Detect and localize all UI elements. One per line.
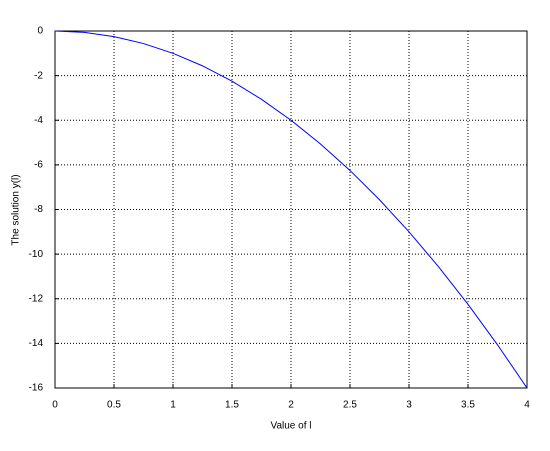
- x-tick-label: 1.5: [225, 400, 239, 411]
- y-axis-label: The solution y(l): [11, 174, 22, 245]
- y-tick-label: -14: [29, 338, 44, 349]
- data-line: [54, 30, 528, 389]
- y-tick-label: -8: [34, 204, 43, 215]
- y-tick-label: -2: [34, 70, 43, 81]
- x-tick-label: 3: [406, 400, 412, 411]
- y-tick-label: -16: [29, 383, 44, 394]
- x-tick-label: 1: [170, 400, 176, 411]
- x-axis-label: Value of l: [271, 421, 312, 432]
- y-tick-label: -6: [34, 160, 43, 171]
- x-tick-label: 0.5: [107, 400, 121, 411]
- y-tick-label: -10: [29, 249, 44, 260]
- y-tick-label: -12: [29, 293, 44, 304]
- x-tick-label: 2: [288, 400, 294, 411]
- y-tick-label: -4: [34, 115, 43, 126]
- x-tick-label: 2.5: [343, 400, 357, 411]
- x-tick-label: 3.5: [461, 400, 475, 411]
- x-tick-label: 4: [524, 400, 530, 411]
- x-tick-label: 0: [52, 400, 58, 411]
- plot-frame: [54, 30, 528, 389]
- y-tick-label: 0: [37, 26, 43, 37]
